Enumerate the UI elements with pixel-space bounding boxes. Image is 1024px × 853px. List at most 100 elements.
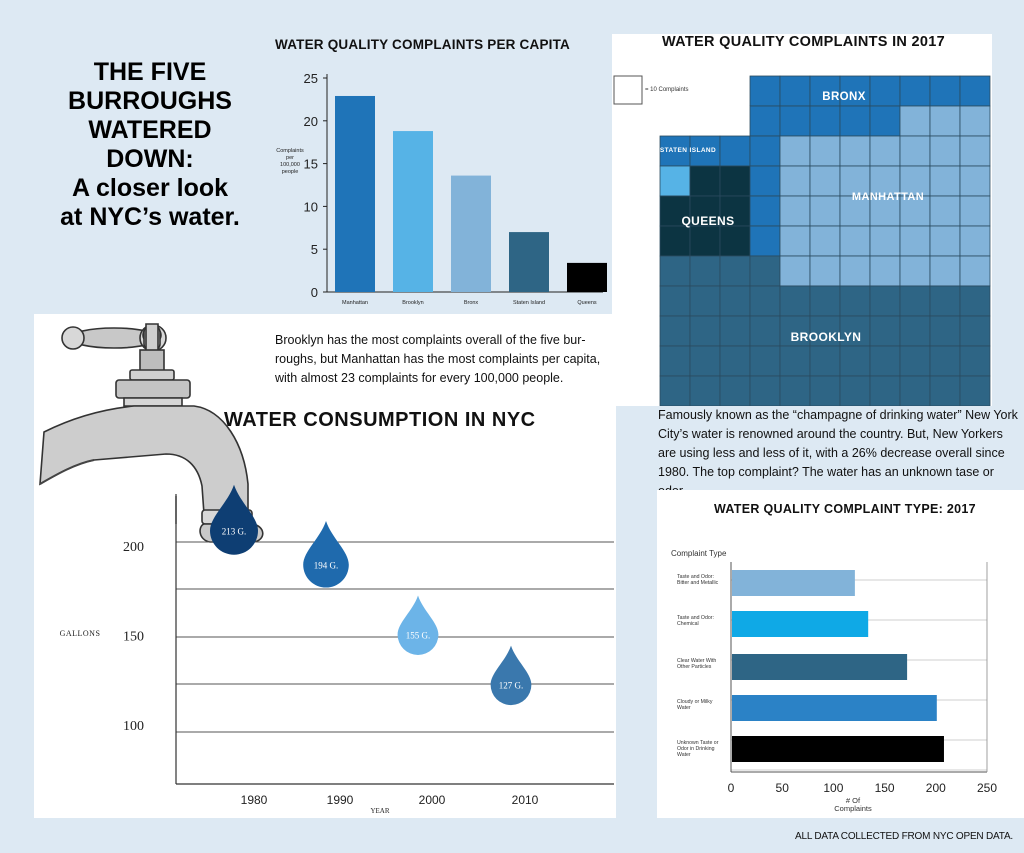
grid-cell <box>809 345 841 377</box>
consumption-x-tick-label: 1980 <box>241 793 268 807</box>
grid-cell <box>839 315 871 347</box>
grid-cell <box>869 345 901 377</box>
consumption-chart-title: WATER CONSUMPTION IN NYC <box>224 409 536 431</box>
type-y-label: Complaint Type <box>671 549 727 558</box>
grid-cell <box>809 165 841 197</box>
per-capita-bar <box>451 175 491 292</box>
grid-cell <box>659 315 691 347</box>
type-x-tick-label: 50 <box>776 781 790 795</box>
grid-cell <box>899 75 931 107</box>
complaint-type-chart: Complaint Type Taste and Odor: Bitter and … <box>671 549 997 813</box>
grid-legend-box <box>613 75 643 105</box>
water-drop-label: 127 G. <box>499 681 524 691</box>
grid-cell <box>660 76 690 106</box>
grid-cell <box>719 165 751 197</box>
type-bar <box>732 570 855 596</box>
grid-cell <box>659 345 691 377</box>
main-title: THE FIVE BURROUGHS WATERED DOWN: A close… <box>30 58 270 232</box>
grid-cell <box>749 345 781 377</box>
water-drop-label: 155 G. <box>406 631 431 641</box>
grid-cell <box>899 375 931 406</box>
grid-cell <box>779 195 811 227</box>
type-bar <box>732 654 908 680</box>
grid-cell <box>659 255 691 287</box>
grid-cell <box>839 195 871 227</box>
per-capita-y-tick-label: 10 <box>304 199 318 214</box>
water-drop-marker <box>210 484 258 555</box>
grid-cell <box>929 345 961 377</box>
grid-cell <box>659 375 691 406</box>
grid-cell <box>719 135 751 167</box>
grid-cell <box>959 165 991 197</box>
grid-cell <box>929 375 961 406</box>
grid-cell <box>719 285 751 317</box>
grid-cell <box>719 315 751 347</box>
grid-cell <box>869 225 901 257</box>
grid-region-label: QUEENS <box>681 214 734 228</box>
grid-cell <box>929 225 961 257</box>
grid-cell <box>719 225 751 257</box>
grid-region-label: BROOKLYN <box>791 330 862 344</box>
grid-cell <box>899 255 931 287</box>
grid-cell <box>779 225 811 257</box>
consumption-x-tick-label: 2010 <box>512 793 539 807</box>
type-bar <box>732 736 944 762</box>
per-capita-chart-title: WATER QUALITY COMPLAINTS PER CAPITA <box>275 37 571 52</box>
water-drop-label: 194 G. <box>314 561 339 571</box>
grid-cell <box>690 76 720 106</box>
grid-cell <box>839 135 871 167</box>
water-drop-marker <box>303 521 349 588</box>
grid-cell <box>959 285 991 317</box>
grid-region-label: STATEN ISLAND <box>660 147 716 154</box>
type-category-label: Clear Water With Other Particles <box>677 658 716 670</box>
per-capita-x-tick-label: Brooklyn <box>402 300 423 306</box>
grid-cell <box>929 135 961 167</box>
per-capita-y-tick-label: 0 <box>311 285 318 300</box>
grid-cell <box>779 255 811 287</box>
grid-cell <box>749 285 781 317</box>
per-capita-x-tick-label: Staten Island <box>513 300 545 306</box>
per-capita-y-label: Complaints per 100,000 people <box>276 148 304 175</box>
grid-description: Famously known as the “champagne of drin… <box>658 408 1018 498</box>
per-capita-y-tick-label: 20 <box>304 114 318 129</box>
type-x-tick-label: 250 <box>977 781 997 795</box>
grid-cell <box>959 225 991 257</box>
grid-cell <box>809 255 841 287</box>
grid-cell <box>659 285 691 317</box>
grid-cell <box>809 315 841 347</box>
grid-cell <box>959 255 991 287</box>
grid-cell <box>899 165 931 197</box>
grid-cell <box>779 345 811 377</box>
grid-cell <box>929 105 961 137</box>
main-title-line-1: THE FIVE <box>93 58 207 86</box>
per-capita-bar <box>393 131 433 292</box>
grid-cell <box>869 105 901 137</box>
grid-cell <box>869 165 901 197</box>
grid-cell <box>809 105 841 137</box>
grid-chart-title: WATER QUALITY COMPLAINTS IN 2017 <box>662 34 945 50</box>
grid-cell <box>959 135 991 167</box>
grid-cell <box>899 135 931 167</box>
per-capita-bar <box>335 95 375 292</box>
main-title-line-3: WATERED <box>88 116 212 144</box>
grid-cell <box>779 285 811 317</box>
water-drop-marker <box>397 595 439 655</box>
type-category-label: Unknown Taste or Odor in Drinking Water <box>677 740 719 758</box>
grid-cell <box>689 165 721 197</box>
grid-cell <box>659 135 691 167</box>
grid-cell <box>779 165 811 197</box>
grid-cell <box>779 75 811 107</box>
water-drop-label: 213 G. <box>222 527 247 537</box>
source-note: ALL DATA COLLECTED FROM NYC OPEN DATA. <box>795 831 1013 842</box>
grid-cell <box>929 315 961 347</box>
grid-cell <box>749 75 781 107</box>
grid-cell <box>839 345 871 377</box>
per-capita-chart: 0 5 10 15 20 25 Complaints per 100,000 people Manh… <box>276 71 607 306</box>
grid-cell <box>959 345 991 377</box>
type-x-tick-label: 100 <box>823 781 843 795</box>
grid-cell <box>719 345 751 377</box>
grid-cell <box>749 255 781 287</box>
per-capita-y-tick-label: 15 <box>304 157 318 172</box>
grid-cell <box>779 105 811 137</box>
grid-cell <box>929 255 961 287</box>
